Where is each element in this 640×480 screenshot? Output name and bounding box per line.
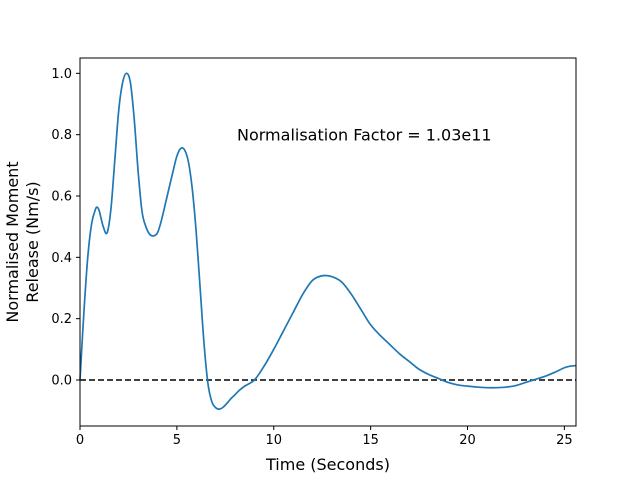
x-axis-ticks: 0 5 10 15 20 25	[76, 426, 573, 448]
x-tick-label: 20	[459, 433, 476, 448]
y-tick-label: 0.8	[51, 128, 72, 143]
plot-frame	[79, 57, 577, 427]
y-axis-label-line-1: Normalised Moment	[3, 161, 22, 322]
y-tick-label: 0.0	[51, 374, 72, 389]
x-tick-label: 15	[362, 433, 379, 448]
x-tick-label: 0	[76, 433, 84, 448]
y-tick-label: 0.6	[51, 190, 72, 205]
x-tick-label: 10	[265, 433, 282, 448]
normalisation-factor-annotation: Normalisation Factor = 1.03e11	[237, 126, 492, 145]
y-tick-label: 0.2	[51, 312, 72, 327]
moment-release-series-line	[79, 72, 577, 410]
y-tick-label: 1.0	[51, 67, 72, 82]
y-tick-label: 0.4	[51, 251, 72, 266]
y-axis-label-line-2: Release (Nm/s)	[23, 181, 42, 302]
y-axis-label: Normalised Moment Release (Nm/s)	[3, 161, 42, 322]
y-axis-ticks: 0.0 0.2 0.4 0.6 0.8 1.0	[51, 67, 80, 389]
x-tick-label: 5	[173, 433, 181, 448]
x-tick-label: 25	[556, 433, 573, 448]
x-axis-label: Time (Seconds)	[265, 455, 390, 474]
plot-marks	[79, 72, 577, 410]
